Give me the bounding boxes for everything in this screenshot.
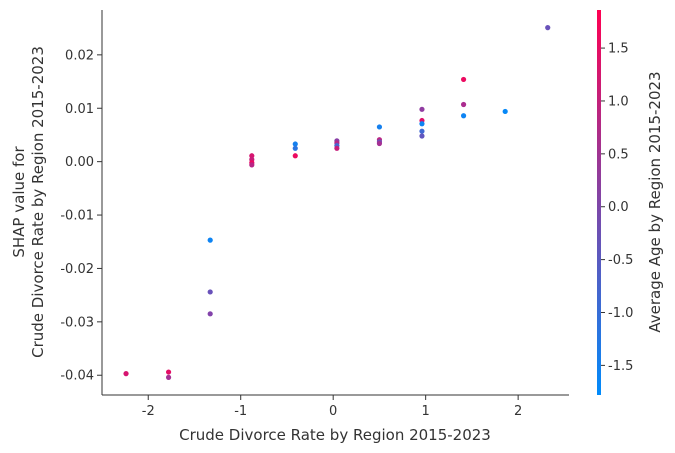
scatter-point <box>207 289 213 295</box>
colorbar-tick-label: -1.0 <box>608 306 633 321</box>
y-tick-label: -0.02 <box>60 262 94 277</box>
y-axis-title-line1: SHAP value for <box>10 146 28 258</box>
colorbar-title: Average Age by Region 2015-2023 <box>646 71 664 332</box>
scatter-point <box>460 113 467 119</box>
colorbar-tick-label: 0.0 <box>608 200 629 215</box>
scatter-point <box>165 374 172 380</box>
y-tick-label: 0.00 <box>65 155 94 170</box>
colorbar-tick-label: 1.5 <box>608 42 629 57</box>
x-tick-label: 0 <box>329 404 337 419</box>
y-tick-label: -0.03 <box>60 315 94 330</box>
y-tick-label: 0.02 <box>65 48 94 63</box>
scatter-point <box>419 133 425 139</box>
y-tick-label: 0.01 <box>65 102 94 117</box>
colorbar <box>597 10 601 395</box>
x-tick-label: 2 <box>514 404 522 419</box>
scatter-point <box>419 106 425 112</box>
scatter-point <box>460 76 467 83</box>
scatter-point <box>292 145 298 151</box>
x-tick-label: -2 <box>142 404 155 419</box>
scatter-point <box>165 369 172 375</box>
scatter-point <box>334 145 340 151</box>
scatter-point <box>419 121 425 127</box>
y-tick-label: -0.04 <box>60 369 94 384</box>
scatter-point <box>207 311 213 317</box>
scatter-point <box>460 101 467 108</box>
y-tick-label: -0.01 <box>60 209 94 224</box>
colorbar-tick-label: -0.5 <box>608 253 633 268</box>
scatter-point <box>207 237 213 243</box>
colorbar-tick-label: -1.5 <box>608 359 633 374</box>
colorbar-tick-label: 1.0 <box>608 94 629 109</box>
scatter-point <box>249 162 255 168</box>
scatter-points <box>123 25 551 380</box>
scatter-point <box>292 141 298 147</box>
scatter-point <box>419 128 425 134</box>
colorbar-tick-label: 0.5 <box>608 147 629 162</box>
x-axis-ticks: -2 -1 0 1 2 <box>142 395 522 419</box>
y-axis-title-line2: Crude Divorce Rate by Region 2015-2023 <box>29 46 47 358</box>
scatter-point <box>292 153 298 159</box>
x-tick-label: 1 <box>422 404 430 419</box>
x-tick-label: -1 <box>234 404 247 419</box>
y-axis-ticks: -0.04 -0.03 -0.02 -0.01 0.00 0.01 0.02 <box>60 48 102 384</box>
scatter-point <box>249 153 255 159</box>
scatter-point <box>376 124 383 130</box>
scatter-point <box>502 108 508 115</box>
scatter-point <box>376 140 383 147</box>
scatter-point <box>123 371 129 377</box>
colorbar-ticks: -1.5 -1.0 -0.5 0.0 0.5 1.0 1.5 <box>601 42 633 374</box>
scatter-point <box>545 25 551 31</box>
x-axis-title: Crude Divorce Rate by Region 2015-2023 <box>179 426 491 444</box>
